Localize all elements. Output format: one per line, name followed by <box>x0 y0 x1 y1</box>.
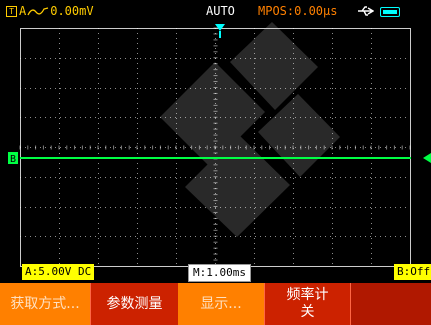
timebase-readout: M:1.00ms <box>188 264 251 282</box>
measure-softkey[interactable]: 参数测量 <box>90 283 178 325</box>
trigger-level: 0.00mV <box>50 4 94 18</box>
trigger-indicator: T A 0.00mV <box>6 0 94 22</box>
softkey-label: 参数测量 <box>106 295 163 312</box>
scope-canvas[interactable]: B <box>0 22 431 281</box>
softkey-bar: 获取方式... 参数测量 显示... 频率计 关 <box>0 283 431 325</box>
softkey-label: 频率计 <box>286 287 329 303</box>
display-softkey[interactable]: 显示... <box>178 283 264 325</box>
frequency-counter-softkey[interactable]: 频率计 关 <box>264 283 350 325</box>
softkey-label: 获取方式... <box>10 295 80 312</box>
top-status-bar: T A 0.00mV AUTO MPOS:0.00µs <box>0 0 431 22</box>
waveform-display[interactable]: B <box>0 22 431 281</box>
channel-b-marker[interactable]: B <box>8 152 18 165</box>
blank-softkey[interactable] <box>350 283 431 325</box>
watermark-logo <box>160 22 340 237</box>
graticule-grid <box>19 27 411 267</box>
softkey-value: 关 <box>300 304 315 320</box>
rising-edge-icon <box>27 7 49 16</box>
acquire-mode-softkey[interactable]: 获取方式... <box>0 283 90 325</box>
acquisition-mode: AUTO <box>206 4 235 18</box>
channel-b-scale: B:Off <box>394 264 431 280</box>
trigger-icon: T <box>6 6 17 17</box>
battery-icon <box>380 7 400 17</box>
trigger-level-marker[interactable] <box>423 153 431 163</box>
trigger-position-marker[interactable] <box>215 24 225 38</box>
channel-b-marker-label: B <box>10 154 16 165</box>
softkey-label: 显示... <box>200 295 242 312</box>
usb-icon <box>358 6 374 16</box>
channel-a-scale: A:5.00V DC <box>22 264 95 280</box>
main-position: MPOS:0.00µs <box>258 4 338 18</box>
trigger-source: A <box>19 4 27 18</box>
